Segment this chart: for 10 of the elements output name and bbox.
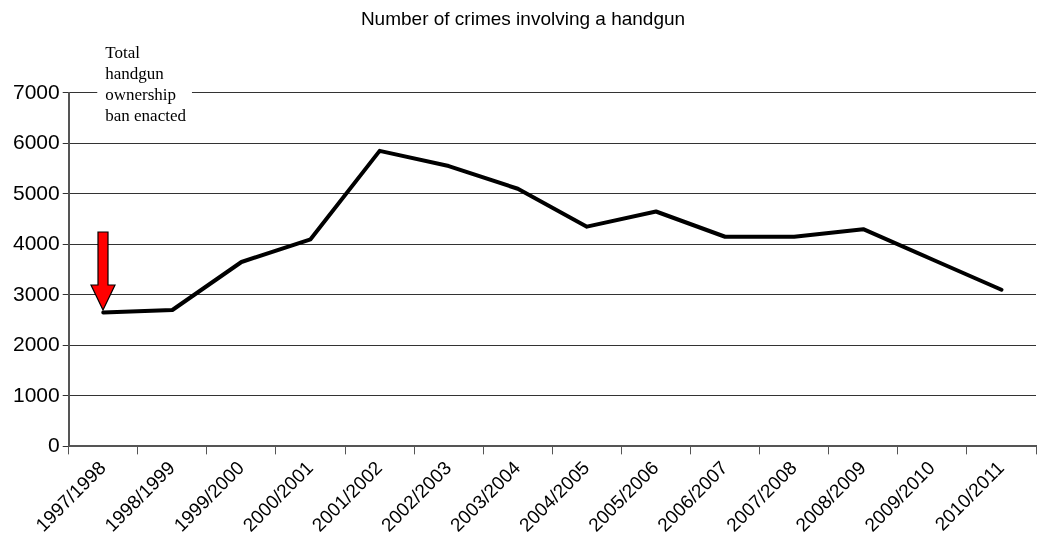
y-tick-label: 2000 — [13, 332, 60, 356]
y-tick-label: 7000 — [13, 79, 60, 103]
y-tick-label: 1000 — [13, 382, 60, 406]
y-tick-label: 4000 — [13, 231, 60, 255]
chart-title: Number of crimes involving a handgun — [360, 7, 686, 29]
y-tick-label: 6000 — [13, 130, 60, 154]
y-tick-label: 5000 — [13, 180, 60, 204]
annotation: Total handgun ownership ban enacted — [105, 42, 187, 125]
y-tick-label: 3000 — [13, 281, 60, 305]
y-tick-label: 0 — [48, 433, 60, 457]
